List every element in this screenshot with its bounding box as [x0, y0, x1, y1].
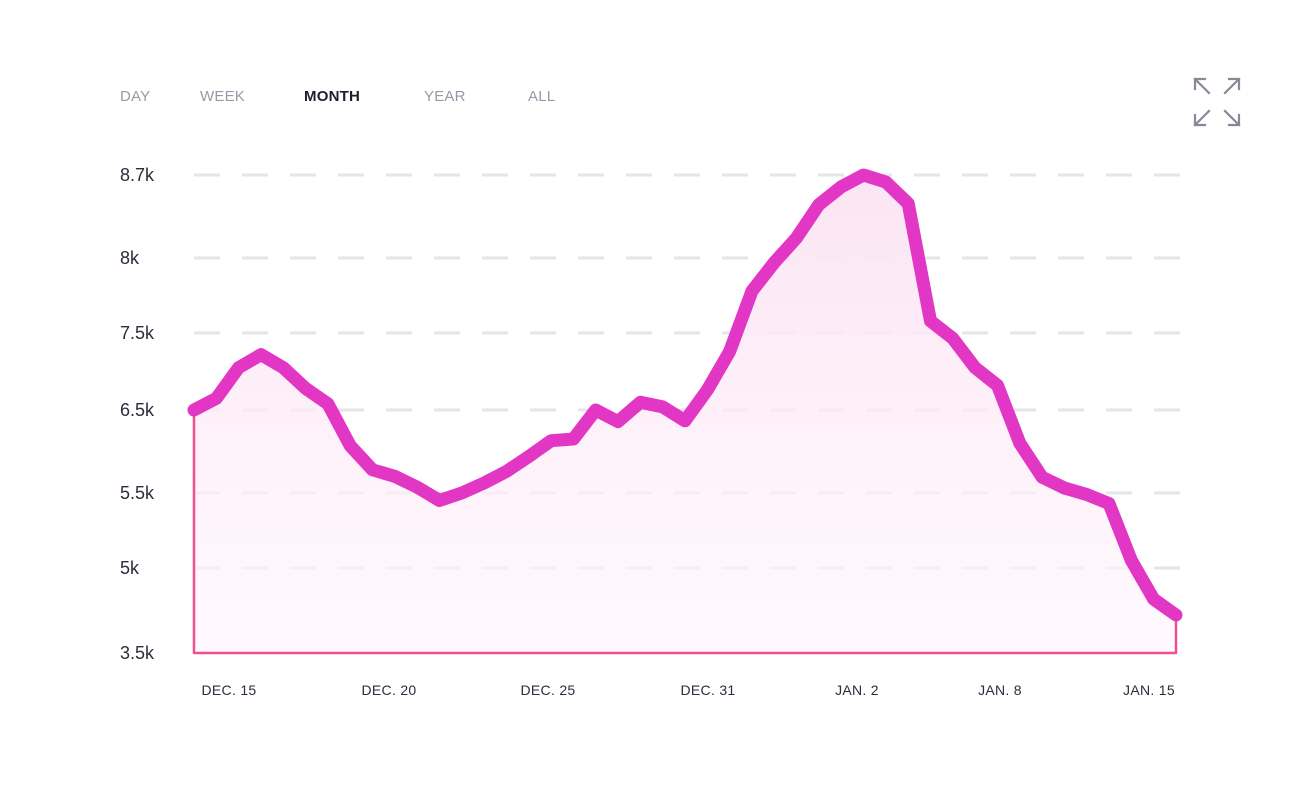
y-tick-label: 7.5k: [120, 323, 155, 343]
x-tick-label: JAN. 15: [1123, 682, 1175, 698]
tab-day[interactable]: DAY: [120, 88, 151, 105]
tab-week[interactable]: WEEK: [200, 88, 245, 105]
y-tick-label: 5k: [120, 558, 140, 578]
expand-button[interactable]: [1190, 76, 1244, 128]
tab-month[interactable]: MONTH: [304, 88, 360, 105]
x-tick-label: JAN. 8: [978, 682, 1022, 698]
y-tick-label: 8.7k: [120, 165, 155, 185]
x-tick-label: DEC. 20: [361, 682, 416, 698]
series-line: [187, 168, 1183, 622]
y-tick-label: 5.5k: [120, 483, 155, 503]
x-tick-label: DEC. 15: [201, 682, 256, 698]
y-tick-label: 8k: [120, 248, 140, 268]
tab-year[interactable]: YEAR: [424, 88, 466, 105]
time-range-tabs: DAY WEEK MONTH YEAR ALL: [0, 0, 700, 140]
tab-all[interactable]: ALL: [528, 88, 556, 105]
y-tick-label: 6.5k: [120, 400, 155, 420]
x-tick-label: DEC. 25: [520, 682, 575, 698]
x-tick-label: DEC. 31: [680, 682, 735, 698]
y-tick-label: 3.5k: [120, 643, 155, 663]
x-tick-label: JAN. 2: [835, 682, 879, 698]
expand-arrows-icon: [1193, 77, 1241, 127]
